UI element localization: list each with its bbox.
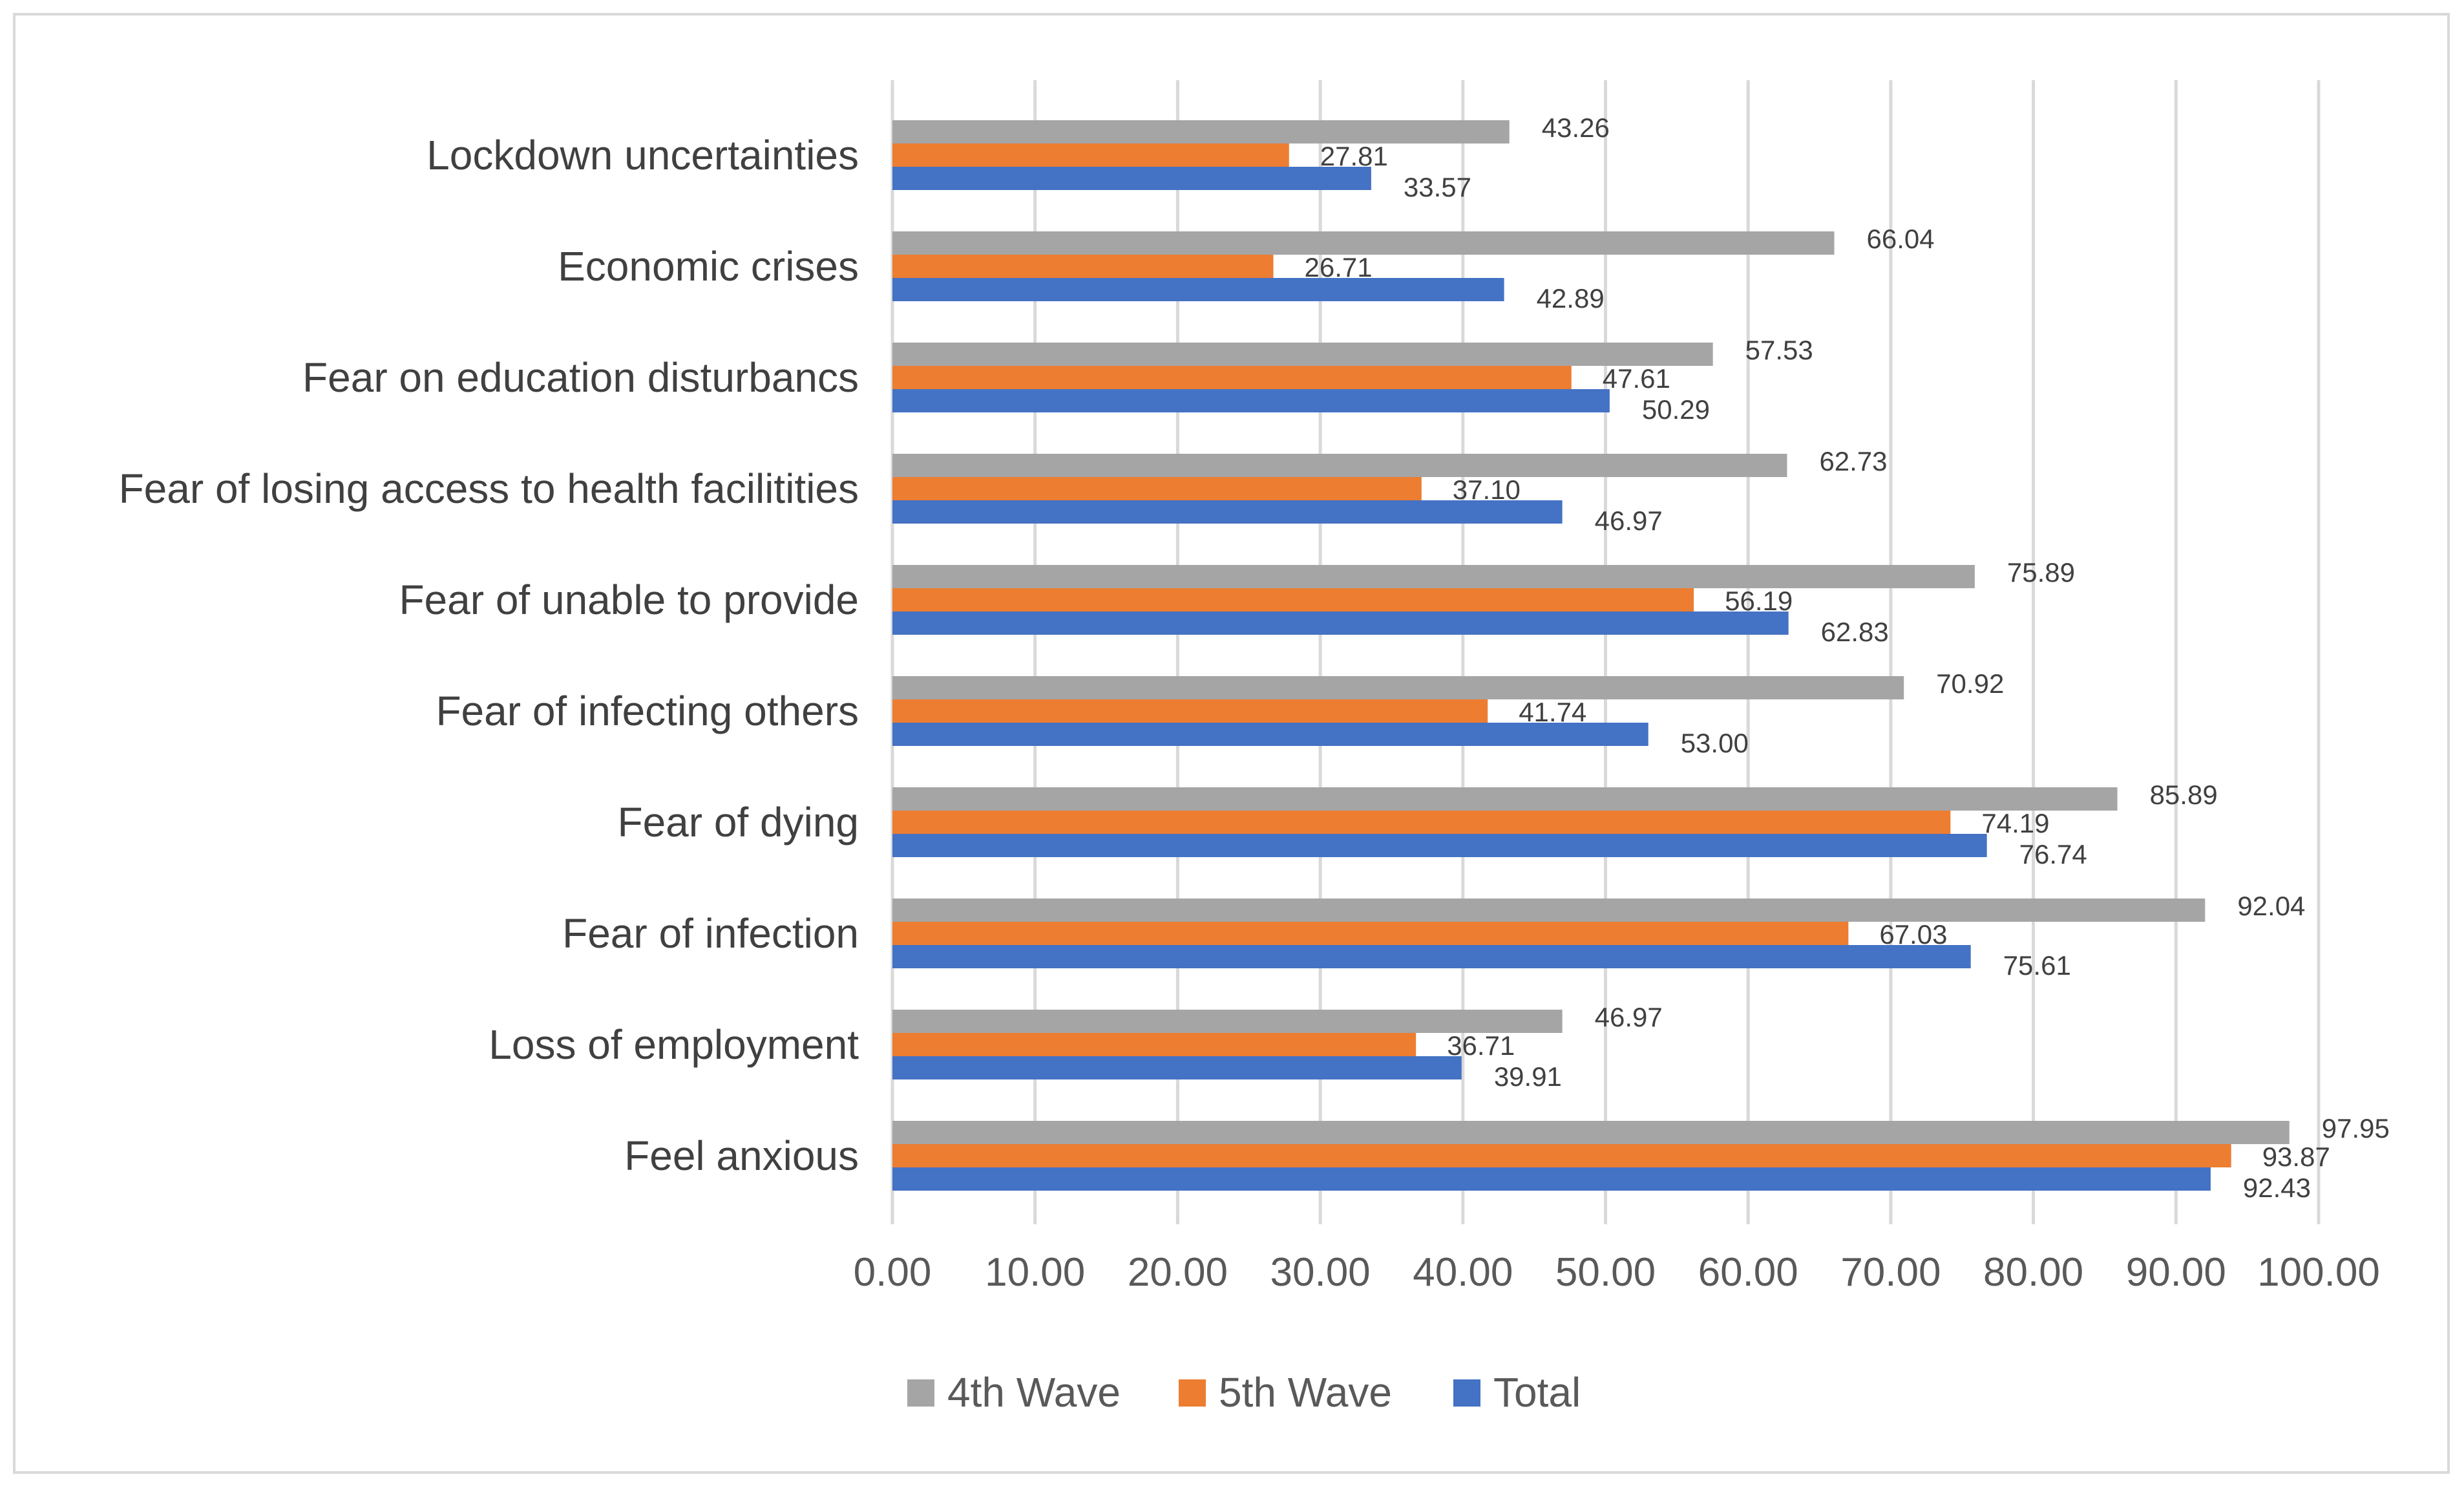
bar (892, 477, 1422, 500)
category-label: Fear of dying (617, 799, 859, 845)
bar (892, 723, 1648, 746)
bars (892, 120, 2290, 1191)
bar (892, 500, 1563, 524)
data-label: 97.95 (2322, 1113, 2390, 1143)
category-label: Feel anxious (624, 1132, 859, 1179)
data-label: 27.81 (1320, 141, 1388, 171)
x-tick-label: 60.00 (1698, 1250, 1798, 1295)
data-label: 57.53 (1745, 335, 1813, 365)
x-tick-label: 0.00 (854, 1250, 932, 1295)
bar (892, 1033, 1416, 1056)
data-label: 62.83 (1821, 617, 1889, 647)
bar (892, 1144, 2231, 1167)
category-label: Fear of losing access to health faciliti… (119, 465, 859, 512)
data-label: 92.04 (2237, 891, 2305, 921)
data-label: 42.89 (1537, 283, 1605, 314)
x-tick-label: 80.00 (1983, 1250, 2083, 1295)
bar (892, 278, 1504, 301)
category-label: Loss of employment (489, 1021, 859, 1068)
x-tick-label: 100.00 (2257, 1250, 2380, 1295)
bar (892, 588, 1694, 611)
data-label: 76.74 (2019, 839, 2087, 869)
bar (892, 611, 1789, 635)
data-label: 75.89 (2007, 557, 2075, 588)
bar (892, 699, 1488, 723)
data-label: 41.74 (1519, 697, 1586, 727)
bar (892, 1056, 1462, 1079)
legend: 4th Wave 5th Wave Total (907, 1369, 1581, 1416)
data-label: 92.43 (2243, 1173, 2311, 1203)
bar (892, 898, 2206, 922)
data-label: 39.91 (1494, 1061, 1562, 1092)
bar (892, 454, 1787, 477)
data-label: 26.71 (1304, 252, 1372, 282)
category-label: Fear of unable to provide (399, 577, 859, 623)
bar (892, 1121, 2290, 1144)
data-label: 46.97 (1595, 505, 1663, 536)
bar (892, 1010, 1563, 1033)
data-label: 75.61 (2003, 950, 2071, 981)
data-label: 56.19 (1725, 586, 1793, 616)
data-label: 67.03 (1879, 919, 1947, 950)
data-label: 37.10 (1453, 474, 1521, 505)
legend-swatch (1179, 1379, 1206, 1407)
bar (892, 120, 1510, 143)
bar (892, 834, 1987, 857)
x-tick-label: 50.00 (1555, 1250, 1656, 1295)
bar (892, 787, 2118, 811)
data-label: 36.71 (1447, 1030, 1515, 1061)
data-label: 85.89 (2150, 780, 2218, 810)
category-label: Lockdown uncertainties (426, 132, 859, 178)
data-label: 62.73 (1819, 446, 1887, 476)
x-tick-label: 10.00 (985, 1250, 1085, 1295)
data-label: 43.26 (1542, 112, 1610, 143)
bar (892, 1167, 2211, 1191)
x-tick-label: 20.00 (1128, 1250, 1228, 1295)
legend-swatch (907, 1379, 934, 1407)
legend-label: Total (1493, 1369, 1581, 1416)
bar (892, 143, 1289, 167)
category-axis-labels: Lockdown uncertainties Economic crises Fea… (119, 132, 859, 1179)
bar-chart: 43.26 27.81 33.57 66.04 26.71 42.89 57.53 47.61… (119, 80, 2390, 1416)
data-labels: 43.26 27.81 33.57 66.04 26.71 42.89 57.53 47.61… (1304, 112, 2389, 1203)
data-label: 93.87 (2262, 1142, 2330, 1172)
data-label: 50.29 (1642, 394, 1710, 425)
category-label: Fear of infection (562, 910, 859, 957)
legend-label: 4th Wave (947, 1369, 1121, 1416)
bar (892, 922, 1849, 945)
bar (892, 811, 1951, 834)
bar (892, 389, 1610, 412)
x-tick-label: 30.00 (1270, 1250, 1371, 1295)
legend-label: 5th Wave (1219, 1369, 1392, 1416)
bar (892, 366, 1572, 389)
x-tick-label: 90.00 (2126, 1250, 2226, 1295)
x-tick-label: 70.00 (1840, 1250, 1941, 1295)
bar (892, 343, 1713, 366)
data-label: 53.00 (1681, 728, 1749, 758)
category-label: Fear on education disturbancs (302, 354, 859, 401)
data-label: 66.04 (1867, 224, 1935, 254)
category-label: Economic crises (558, 243, 859, 290)
data-label: 47.61 (1603, 363, 1670, 394)
bar (892, 255, 1274, 278)
bar (892, 565, 1975, 588)
value-axis-tick-labels: 0.00 10.00 20.00 30.00 40.00 50.00 60.00 70.00 8… (854, 1250, 2380, 1295)
data-label: 74.19 (1981, 808, 2049, 838)
data-label: 46.97 (1595, 1002, 1663, 1032)
category-label: Fear of infecting others (436, 688, 859, 734)
bar (892, 945, 1971, 968)
x-tick-label: 40.00 (1413, 1250, 1513, 1295)
legend-swatch (1453, 1379, 1480, 1407)
data-label: 33.57 (1404, 172, 1471, 202)
chart-area: 43.26 27.81 33.57 66.04 26.71 42.89 57.53 47.61… (13, 13, 2450, 1474)
bar (892, 676, 1904, 699)
bar (892, 167, 1371, 190)
data-label: 70.92 (1936, 668, 2004, 699)
bar (892, 231, 1835, 255)
